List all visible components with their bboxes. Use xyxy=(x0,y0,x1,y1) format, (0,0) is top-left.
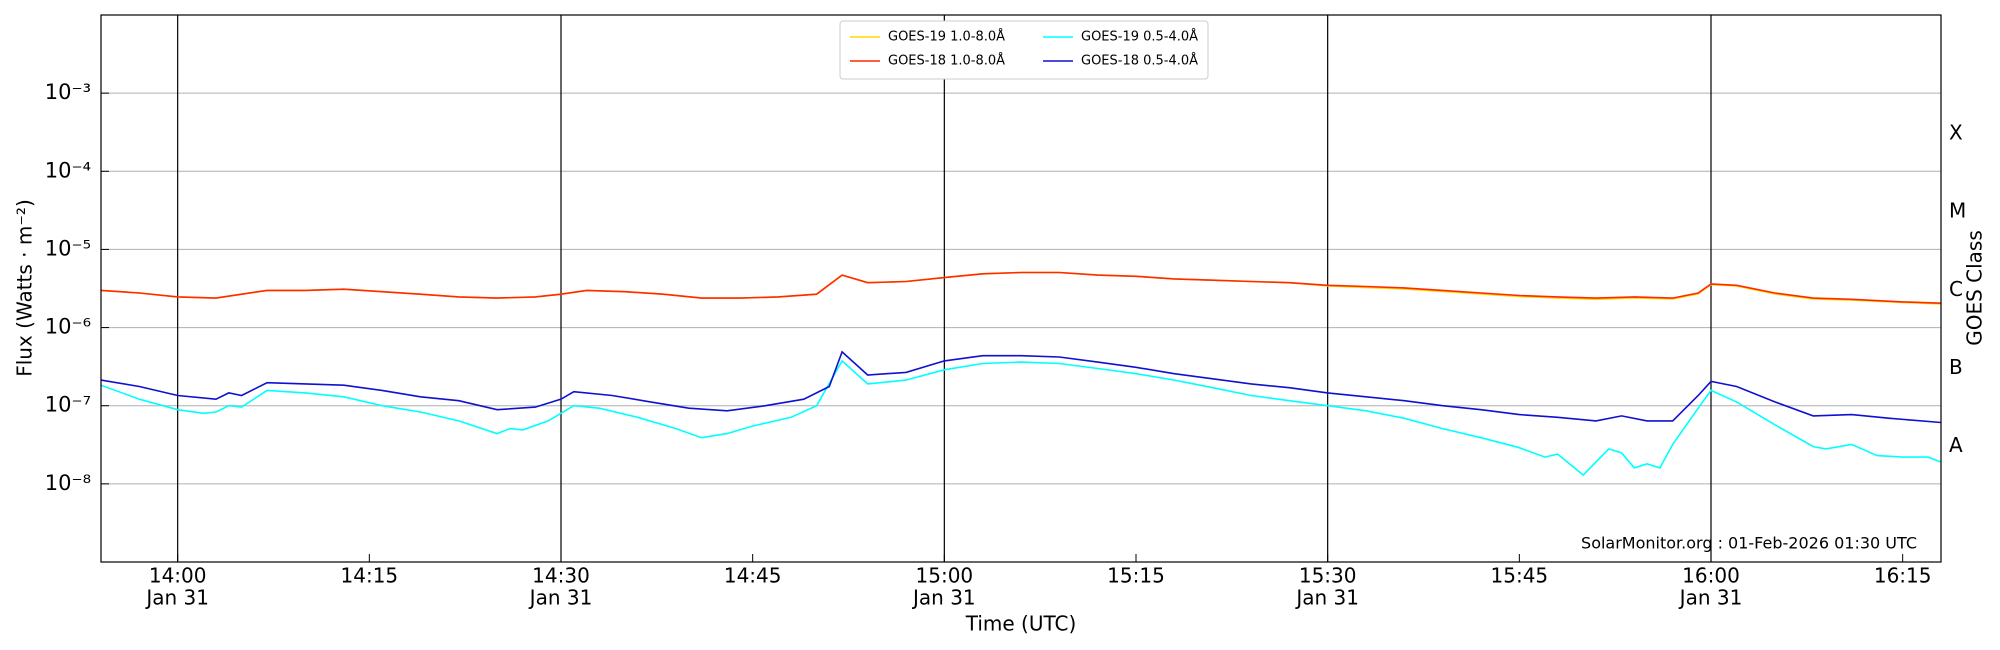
y2-axis-label: GOES Class xyxy=(1963,230,1987,346)
series-line xyxy=(101,271,1941,304)
y-tick-label: 10⁻⁶ xyxy=(45,315,91,339)
y-tick-label: 10⁻⁵ xyxy=(45,236,91,260)
x-tick-label: 15:00 xyxy=(916,564,974,588)
annotation: SolarMonitor.org : 01-Feb-2026 01:30 UTC xyxy=(1581,534,1917,553)
x-tick-label: 14:45 xyxy=(724,564,782,588)
legend-label: GOES-18 1.0-8.0Å xyxy=(888,53,1005,69)
x-tick-date: Jan 31 xyxy=(144,586,209,610)
x-tick-label: 15:15 xyxy=(1107,564,1165,588)
plot-frame xyxy=(100,14,1942,563)
y2-tick-label: M xyxy=(1949,199,1966,223)
x-tick-label: 14:00 xyxy=(149,564,207,588)
y-tick-label: 10⁻⁸ xyxy=(45,471,91,495)
series-line xyxy=(101,359,1941,477)
legend-label: GOES-19 0.5-4.0Å xyxy=(1081,29,1198,45)
x-tick-date: Jan 31 xyxy=(1678,586,1743,610)
y2-tick-label: X xyxy=(1949,121,1963,145)
legend-box xyxy=(839,20,1209,80)
y2-tick-label: A xyxy=(1949,433,1963,457)
x-tick-label: 14:30 xyxy=(532,564,590,588)
x-tick-date: Jan 31 xyxy=(911,586,976,610)
x-tick-label: 16:15 xyxy=(1874,564,1932,588)
legend-label: GOES-19 1.0-8.0Å xyxy=(888,29,1005,45)
y2-tick-label: B xyxy=(1949,355,1963,379)
y2-tick-label: C xyxy=(1949,277,1963,301)
x-tick-date: Jan 31 xyxy=(528,586,593,610)
x-tick-label: 15:30 xyxy=(1299,564,1357,588)
x-axis-label: Time (UTC) xyxy=(965,612,1077,636)
x-tick-label: 16:00 xyxy=(1682,564,1740,588)
y-tick-label: 10⁻⁷ xyxy=(45,393,91,417)
x-tick-date: Jan 31 xyxy=(1294,586,1359,610)
x-tick-label: 14:15 xyxy=(341,564,399,588)
y-axis-label: Flux (Watts · m⁻²) xyxy=(13,199,37,377)
y-tick-label: 10⁻³ xyxy=(45,80,91,104)
x-tick-label: 15:45 xyxy=(1491,564,1549,588)
series-line xyxy=(101,350,1941,424)
legend-label: GOES-18 0.5-4.0Å xyxy=(1081,53,1198,69)
y-tick-label: 10⁻⁴ xyxy=(45,158,91,182)
series-line xyxy=(101,271,1941,305)
